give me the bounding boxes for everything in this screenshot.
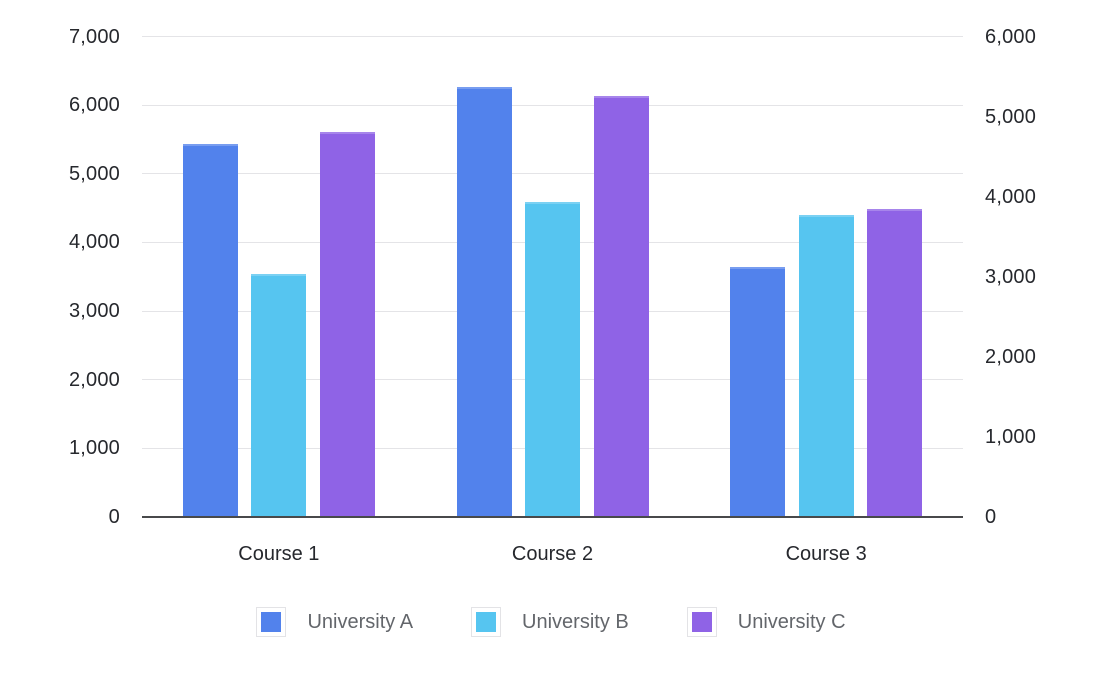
legend-swatch bbox=[471, 607, 502, 637]
y-axis-tick-label-right: 1,000 bbox=[985, 425, 1037, 448]
y-axis-tick-label-left: 2,000 bbox=[68, 368, 120, 391]
x-axis-category-label: Course 1 bbox=[238, 543, 320, 565]
gridline bbox=[142, 173, 963, 175]
legend-item-university-b[interactable]: University B bbox=[471, 607, 629, 637]
y-axis-tick-label-left: 7,000 bbox=[68, 25, 120, 48]
legend-item-university-a[interactable]: University A bbox=[256, 607, 413, 637]
y-axis-tick-label-right: 6,000 bbox=[985, 25, 1037, 48]
y-axis-tick-label-left: 6,000 bbox=[68, 94, 120, 117]
bar-university-b-course-2 bbox=[525, 201, 580, 517]
bar-university-c-course-2 bbox=[593, 96, 649, 517]
legend-label: University A bbox=[307, 611, 414, 633]
bar-university-a-course-1 bbox=[182, 144, 238, 517]
gridline bbox=[142, 36, 963, 37]
y-axis-tick-label-left: 4,000 bbox=[68, 231, 120, 254]
bar-university-b-course-1 bbox=[251, 274, 307, 517]
bar-university-b-course-3 bbox=[798, 214, 854, 517]
university-c-color-icon bbox=[691, 612, 712, 632]
university-a-color-icon bbox=[261, 612, 282, 632]
bar-university-c-course-1 bbox=[319, 131, 375, 517]
y-axis-tick-label-right: 2,000 bbox=[985, 345, 1037, 368]
y-axis-tick-label-left: 1,000 bbox=[68, 437, 120, 460]
y-axis-tick-label-right: 3,000 bbox=[985, 265, 1037, 288]
x-axis-category-label: Course 2 bbox=[511, 543, 594, 565]
legend-swatch bbox=[256, 607, 287, 637]
y-axis-tick-label-left: 0 bbox=[108, 506, 120, 528]
x-axis-category-label: Course 3 bbox=[785, 543, 867, 565]
legend-item-university-c[interactable]: University C bbox=[686, 607, 846, 637]
legend: University A University B University C bbox=[0, 607, 1102, 637]
bar-university-c-course-3 bbox=[867, 208, 923, 517]
bar-university-a-course-3 bbox=[730, 267, 786, 517]
x-axis-line bbox=[142, 516, 963, 518]
legend-label: University B bbox=[522, 611, 629, 633]
legend-swatch bbox=[686, 607, 717, 637]
legend-label: University C bbox=[737, 611, 846, 633]
university-b-color-icon bbox=[476, 612, 497, 632]
y-axis-tick-label-right: 0 bbox=[985, 506, 997, 528]
y-axis-tick-label-left: 3,000 bbox=[68, 300, 120, 323]
bar-university-a-course-2 bbox=[456, 87, 512, 517]
y-axis-tick-label-right: 5,000 bbox=[985, 105, 1037, 128]
y-axis-tick-label-left: 5,000 bbox=[68, 162, 120, 185]
gridline bbox=[142, 104, 963, 106]
y-axis-tick-label-right: 4,000 bbox=[985, 185, 1037, 208]
